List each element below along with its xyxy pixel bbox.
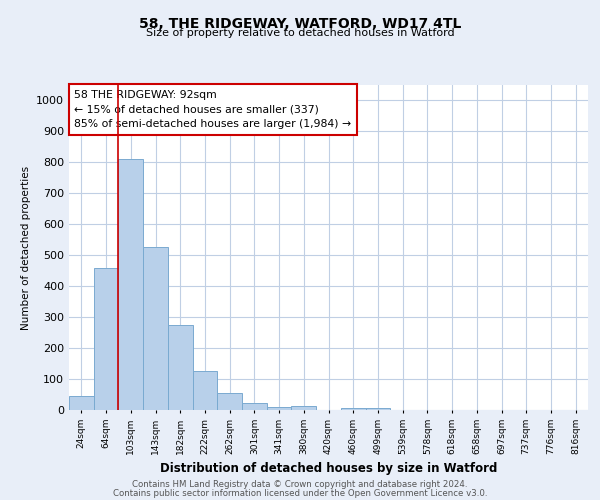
Bar — [267, 407, 292, 410]
Text: 58 THE RIDGEWAY: 92sqm
← 15% of detached houses are smaller (337)
85% of semi-de: 58 THE RIDGEWAY: 92sqm ← 15% of detached… — [74, 90, 352, 130]
Bar — [69, 396, 94, 410]
Bar — [94, 268, 118, 410]
Bar — [168, 325, 193, 410]
Bar — [341, 408, 365, 410]
Text: 58, THE RIDGEWAY, WATFORD, WD17 4TL: 58, THE RIDGEWAY, WATFORD, WD17 4TL — [139, 18, 461, 32]
Bar — [242, 403, 267, 410]
Text: Contains HM Land Registry data © Crown copyright and database right 2024.: Contains HM Land Registry data © Crown c… — [132, 480, 468, 489]
Bar — [193, 372, 217, 410]
Bar — [118, 160, 143, 410]
Bar — [292, 406, 316, 410]
Bar — [143, 248, 168, 410]
Y-axis label: Number of detached properties: Number of detached properties — [20, 166, 31, 330]
Text: Contains public sector information licensed under the Open Government Licence v3: Contains public sector information licen… — [113, 488, 487, 498]
X-axis label: Distribution of detached houses by size in Watford: Distribution of detached houses by size … — [160, 462, 497, 475]
Bar — [217, 393, 242, 410]
Bar — [365, 408, 390, 410]
Text: Size of property relative to detached houses in Watford: Size of property relative to detached ho… — [146, 28, 454, 38]
